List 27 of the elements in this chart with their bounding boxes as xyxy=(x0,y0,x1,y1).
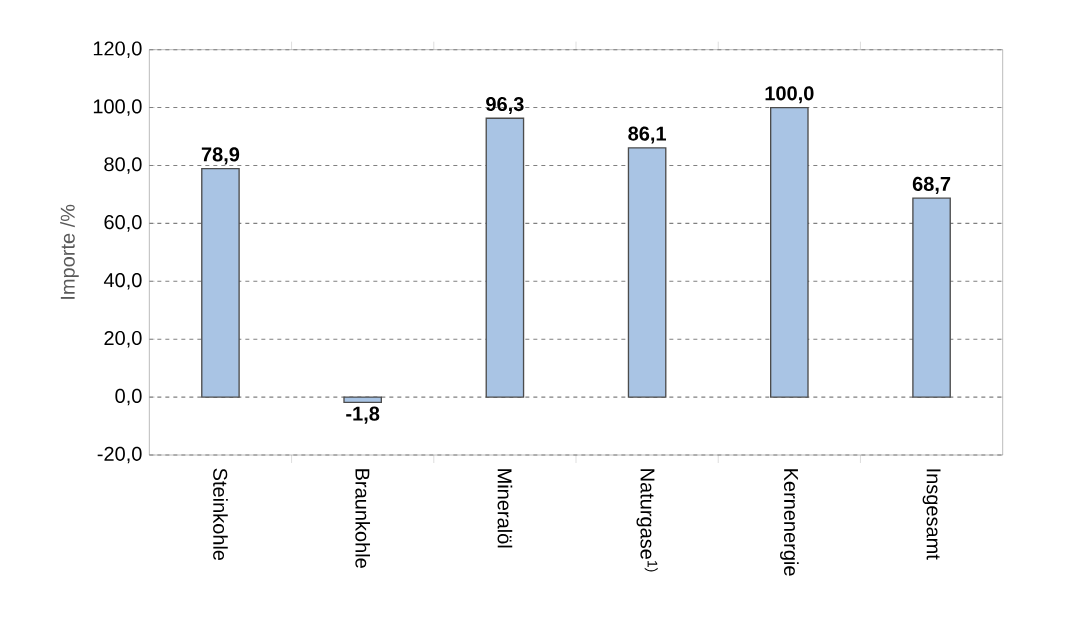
bar xyxy=(485,117,525,398)
bar xyxy=(343,396,383,403)
bar xyxy=(201,167,240,398)
y-tick-label: 60,0 xyxy=(104,215,142,232)
y-tick-label: 120,0 xyxy=(93,41,142,58)
y-tick-label: 100,0 xyxy=(93,99,142,116)
bar xyxy=(912,197,951,398)
x-tick-label: Insgesamt xyxy=(922,469,941,560)
y-tick-label: 80,0 xyxy=(104,157,142,174)
data-label: 96,3 xyxy=(486,96,524,115)
y-tick-label: 20,0 xyxy=(104,330,142,348)
data-label: 78,9 xyxy=(201,147,240,165)
bar xyxy=(627,147,667,398)
x-tick-label: Mineralöl xyxy=(497,469,513,548)
y-tick-label: 40,0 xyxy=(103,273,142,290)
y-tick-label: -20,0 xyxy=(97,446,142,464)
x-tick-label: Kernenergie xyxy=(780,469,799,576)
x-tick-label: Naturgase$^{1)}$ xyxy=(636,469,658,572)
y-tick-label: 0,0 xyxy=(115,388,142,406)
data-label: 86,1 xyxy=(628,126,667,144)
x-tick-label: Braunkohle xyxy=(355,469,371,568)
data-label: -1,8 xyxy=(346,406,380,424)
y-axis-title: Importe /% xyxy=(60,204,79,299)
data-label: 100,0 xyxy=(765,86,814,104)
x-tick-label: Steinkohle xyxy=(213,468,228,561)
bar xyxy=(770,106,809,398)
data-label: 68,7 xyxy=(912,176,951,194)
